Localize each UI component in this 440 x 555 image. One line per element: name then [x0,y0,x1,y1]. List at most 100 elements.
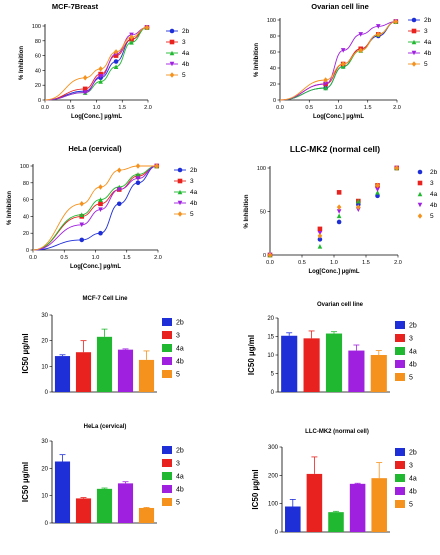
legend-label: 2b [424,17,432,24]
legend-swatch-2b [395,448,405,456]
data-point-2b [79,237,85,243]
data-point-4a [129,39,134,45]
data-point-4a [323,85,328,91]
y-tick-label: 0 [271,390,275,396]
data-point-4b [340,48,346,53]
bar-4a [96,488,113,523]
bar-3 [303,338,320,392]
data-point-4b [375,187,380,193]
legend-swatch-2b [395,321,405,329]
y-tick-label: 0 [263,253,266,259]
legend-swatch-3 [162,459,172,467]
x-tick-label: 0.0 [29,255,37,261]
legend-marker-3 [177,178,183,184]
bar-4a [328,512,344,532]
bar-chart-4: LLC-MK2 (normal cell) 0 100 200 300 IC50 µg/m… [251,429,417,536]
legend-label: 4a [409,476,417,483]
x-tick-label: 0.5 [305,105,313,111]
x-tick-label: 0.0 [41,105,49,111]
legend-label: 3 [176,333,180,340]
legend-swatch-4b [395,360,405,368]
data-point-5 [358,47,364,54]
legend-marker-3 [411,28,417,34]
legend-label: 3 [409,336,413,343]
legend-label: 4b [409,489,417,496]
legend-label: 4b [424,50,432,57]
legend-label: 4b [176,359,184,366]
y-tick-label: 100 [268,502,279,508]
legend-label: 5 [176,500,180,507]
legend-marker-4b [177,200,183,206]
legend-marker-3 [417,180,423,186]
data-point-5 [323,77,328,83]
legend-label: 4a [424,39,432,46]
data-point-4b [323,81,328,87]
legend-label: 5 [409,502,413,509]
y-tick-label: 80 [23,181,29,187]
data-point-3 [98,201,103,207]
data-point-4a [375,190,380,195]
data-point-5 [79,201,85,207]
data-point-4a [356,198,361,204]
y-axis-label: IC50 µg/ml [21,462,30,502]
chart-title: Ovarian cell line [317,302,364,308]
legend-marker-4a [417,191,423,197]
bar-chart-2: Ovarian cell line 0 5 10 15 20 IC50 µg/ml 2b 3 4a… [247,302,417,396]
chart-title: HeLa (cervical) [84,424,127,430]
x-tick-label: 2.0 [144,105,152,111]
legend-swatch-2b [162,318,172,326]
y-tick-label: 0 [273,98,276,104]
line-chart-1: MCF-7Breast 0.0 0.5 1.0 1.5 2.0 0 20 40 60 80 100 Lo… [19,2,190,120]
bar-4a [96,336,113,392]
legend-swatch-3 [162,331,172,339]
legend-swatch-4a [162,472,172,480]
data-point-4b [98,74,103,79]
legend-label: 2b [176,320,184,327]
y-tick-label: 10 [267,353,274,359]
x-tick-label: 1.0 [330,260,338,266]
data-point-5 [267,252,273,258]
legend-marker-4b [169,61,175,67]
bar-4b [349,483,366,532]
chart-title: MCF-7Breast [52,2,99,11]
legend-marker-4b [417,202,423,208]
y-tick-label: 0 [45,521,49,527]
data-point-4b [336,209,342,214]
bar-4b [117,349,134,392]
y-tick-label: 300 [268,445,279,451]
x-axis-label: Log[Conc.] µg/mL [313,114,364,120]
legend-label: 2b [182,28,190,35]
data-point-5 [356,204,361,210]
data-point-5 [116,167,122,173]
legend-label: 3 [182,39,186,46]
y-tick-label: 60 [23,198,29,204]
bar-4b [348,350,365,392]
chart-title: LLC-MK2 (normal cell) [305,429,369,435]
bar-5 [370,355,387,392]
x-tick-label: 1.5 [364,105,372,111]
legend-label: 4a [430,191,438,198]
legend-marker-2b [417,169,423,175]
y-axis-label: IC50 µg/ml [21,333,30,373]
y-tick-label: 10 [41,494,48,500]
y-tick-label: 40 [35,68,41,74]
legend-swatch-5 [162,498,172,506]
data-point-4b [135,176,141,181]
bar-2b [285,506,301,532]
data-point-2b [116,201,122,207]
chart-title: LLC-MK2 (normal cell) [290,144,380,154]
legend-swatch-4a [395,474,405,482]
x-tick-label: 2.0 [154,255,162,261]
x-tick-label: 1.0 [93,105,101,111]
legend-label: 5 [176,372,180,379]
legend-swatch-4b [162,485,172,493]
x-tick-label: 1.5 [362,260,370,266]
y-tick-label: 5 [271,372,275,378]
y-tick-label: 80 [35,39,41,45]
x-tick-label: 0.5 [298,260,306,266]
y-tick-label: 100 [32,24,41,30]
data-point-5 [113,49,119,55]
y-tick-label: 15 [267,335,274,341]
y-tick-label: 0 [38,98,41,104]
data-point-5 [154,163,160,169]
